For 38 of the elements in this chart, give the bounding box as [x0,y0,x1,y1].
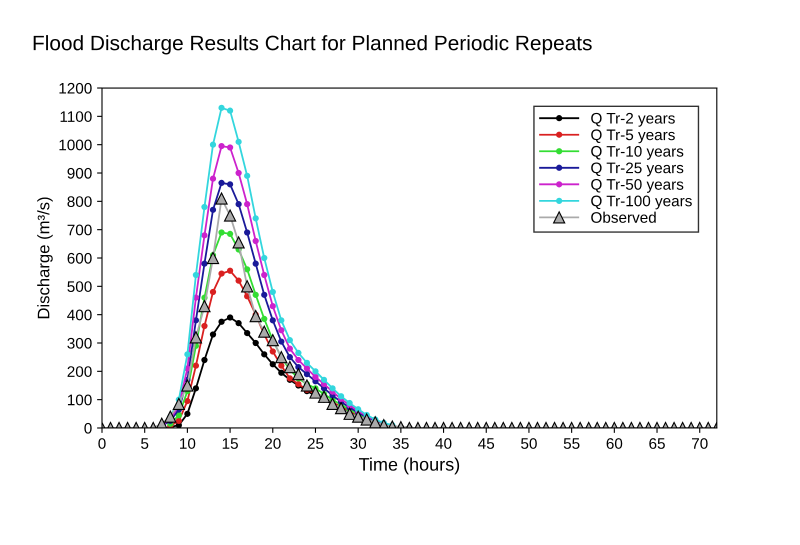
x-tick-label: 65 [649,438,665,449]
y-tick-label: 700 [68,224,92,236]
x-axis-title: Time (hours) [358,458,460,474]
y-tick-label: 0 [84,422,92,434]
legend-label: Q Tr-50 years [591,179,684,193]
x-tick-label: 15 [222,438,238,449]
legend-label: Q Tr-25 years [591,162,684,176]
legend-label: Q Tr-5 years [591,129,675,144]
legend-label: Q Tr-10 years [591,146,684,160]
x-tick-label: 60 [606,438,622,449]
x-tick-label: 35 [392,438,409,449]
x-tick-label: 70 [692,438,708,449]
legend-label: Observed [591,212,656,223]
y-tick-label: 100 [68,394,92,406]
x-tick-label: 10 [180,438,196,449]
legend-label: Q Tr-2 years [591,112,675,127]
y-tick-label: 300 [67,338,92,349]
x-tick-label: 25 [308,438,324,449]
y-axis-title: Discharge (m³/s) [37,197,53,318]
legend-label: Q Tr-100 years [591,196,692,210]
y-tick-label: 400 [67,310,92,320]
chart-title: Flood Discharge Results Chart for Planned Periodic Repeats [34,35,592,54]
x-tick-label: 45 [478,438,494,449]
y-tick-label: 1000 [59,140,92,150]
x-tick-label: 50 [521,438,537,449]
y-tick-label: 200 [68,366,92,378]
x-tick-label: 55 [564,438,580,449]
x-tick-label: 0 [98,438,106,449]
x-tick-label: 5 [141,438,148,449]
y-tick-label: 800 [67,196,92,208]
x-tick-label: 40 [435,438,452,449]
y-tick-label: 900 [68,168,92,179]
x-tick-label: 30 [350,438,366,449]
y-tick-label: 1200 [59,82,92,94]
y-tick-label: 500 [67,281,92,292]
y-tick-label: 600 [68,252,92,264]
x-tick-label: 20 [265,438,281,449]
y-tick-label: 1100 [60,111,92,122]
